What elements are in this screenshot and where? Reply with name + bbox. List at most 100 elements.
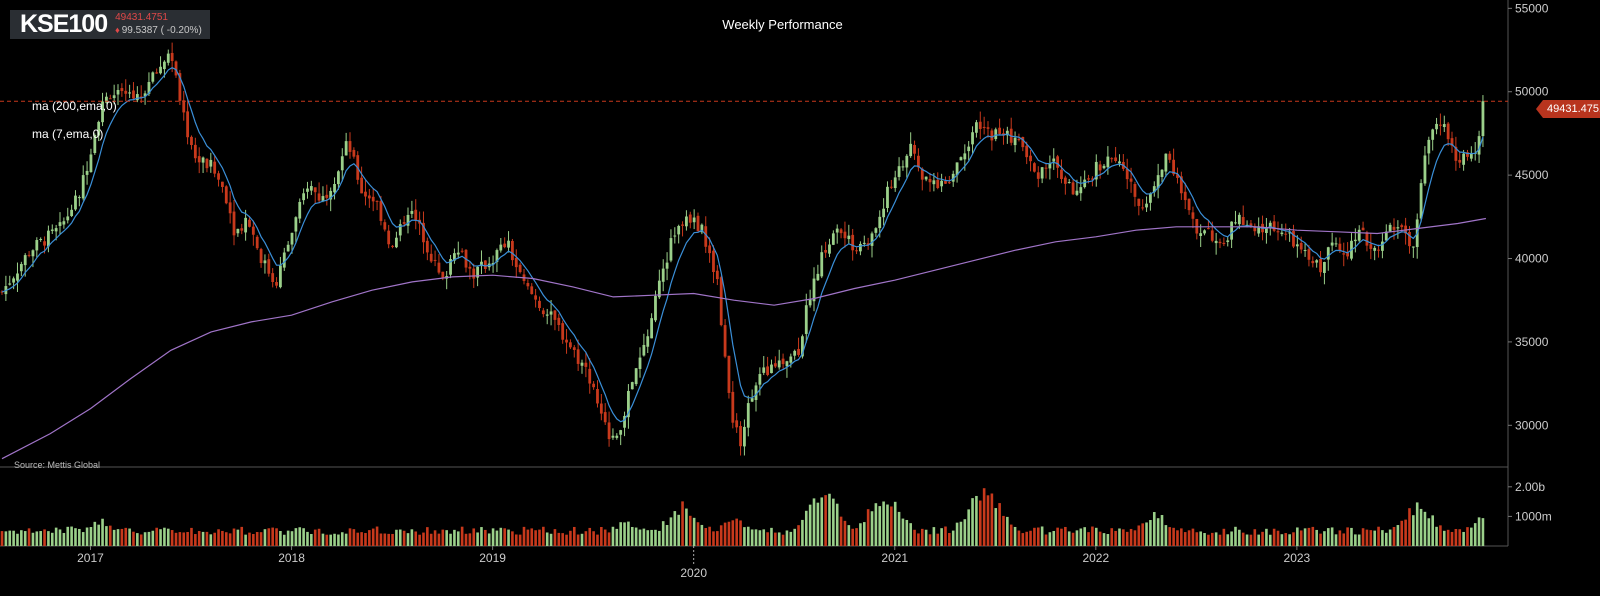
volume-bar: [1392, 527, 1396, 546]
volume-bar: [917, 533, 920, 546]
volume-bar: [410, 529, 414, 546]
volume-bar: [576, 534, 580, 546]
candle-body: [1203, 230, 1206, 234]
volume-bar: [468, 533, 472, 546]
volume-bar: [804, 510, 808, 546]
legend-ma-200[interactable]: ma (200,ema,0): [32, 99, 117, 113]
candle-body: [874, 228, 878, 233]
candle-body: [128, 92, 132, 94]
volume-bar: [882, 501, 885, 546]
volume-bar: [859, 523, 862, 546]
candle-body: [1427, 139, 1431, 154]
candle-body: [271, 273, 275, 283]
volume-bar: [785, 530, 789, 546]
volume-bar: [1257, 534, 1260, 546]
volume-bar: [27, 528, 31, 546]
volume-bar: [182, 532, 186, 546]
candle-body: [1388, 224, 1392, 232]
volume-bar: [855, 528, 858, 546]
candle-body: [669, 238, 673, 261]
candle-body: [1156, 175, 1160, 189]
candle-body: [661, 268, 665, 282]
candle-body: [1067, 182, 1071, 184]
volume-bar: [1203, 533, 1206, 546]
ticker-box: KSE100 49431.4751 ♦ 99.5387 ( -0.20%): [10, 10, 210, 39]
volume-bar: [66, 526, 70, 546]
candle-body: [518, 264, 522, 273]
volume-bar: [1408, 508, 1411, 546]
candle-body: [975, 122, 978, 133]
candle-body: [182, 100, 186, 113]
candle-body: [12, 278, 16, 283]
volume-bar: [1002, 515, 1005, 546]
volume-bar: [514, 534, 518, 546]
candle-body: [1423, 155, 1427, 184]
volume-bar: [213, 532, 216, 546]
candle-body: [1075, 190, 1079, 195]
volume-bar: [619, 522, 622, 546]
candle-body: [1226, 240, 1230, 242]
candle-body: [862, 242, 866, 244]
candle-body: [325, 194, 329, 198]
volume-bar: [1458, 529, 1462, 546]
volume-tick-label: 2.00b: [1515, 480, 1545, 494]
candle-body: [1481, 101, 1485, 137]
candle-body: [715, 270, 719, 280]
volume-bar: [1164, 525, 1168, 546]
volume-bar: [503, 528, 506, 546]
candle-body: [777, 360, 781, 368]
candle-body: [337, 171, 340, 185]
candle-body: [1353, 239, 1357, 242]
candle-body: [456, 252, 460, 255]
volume-bar: [317, 528, 321, 546]
candle-body: [93, 135, 97, 154]
volume-bar: [936, 533, 940, 546]
volume-bar: [205, 531, 209, 546]
volume-bar: [1454, 528, 1458, 546]
volume-bar: [820, 497, 824, 546]
volume-bar: [874, 503, 878, 546]
candle-body: [441, 271, 445, 278]
volume-bar: [959, 521, 963, 546]
candle-body: [495, 250, 499, 263]
volume-bar: [1087, 532, 1090, 546]
volume-bar: [1276, 530, 1280, 546]
candle-body: [294, 217, 298, 232]
candle-body: [1377, 249, 1380, 251]
ma-7-line: [1, 67, 1484, 423]
legend-ma-7[interactable]: ma (7,ema,0): [32, 127, 104, 141]
volume-bar: [499, 527, 503, 546]
candles-group: [0, 42, 1485, 456]
volume-bar: [163, 527, 166, 546]
x-tick-label: 2019: [479, 551, 506, 565]
volume-bar: [1071, 532, 1075, 546]
volume-bar: [294, 528, 298, 546]
volume-bar: [267, 528, 271, 546]
candle-body: [387, 230, 391, 245]
volume-bar: [371, 528, 375, 546]
candle-body: [472, 268, 476, 279]
candle-body: [340, 156, 344, 171]
candle-body: [835, 228, 839, 233]
candle-body: [913, 144, 916, 154]
volume-bar: [81, 532, 85, 546]
volume-bar: [325, 534, 329, 546]
volume-bar: [994, 508, 998, 546]
volume-bar: [1357, 534, 1361, 546]
volume-bar: [862, 522, 866, 546]
volume-bar: [298, 527, 302, 546]
candle-body: [74, 195, 77, 210]
volume-bar: [1183, 532, 1187, 546]
volume-bar: [1168, 527, 1172, 546]
volume-bar: [650, 529, 653, 546]
candle-body: [824, 250, 828, 253]
candle-body: [352, 149, 356, 157]
volume-bar: [731, 520, 735, 546]
candle-body: [1237, 214, 1241, 225]
candle-body: [135, 94, 139, 101]
candle-body: [990, 130, 994, 141]
candle-body: [8, 283, 12, 285]
volume-bar: [101, 518, 104, 546]
volume-bar: [1033, 527, 1036, 546]
